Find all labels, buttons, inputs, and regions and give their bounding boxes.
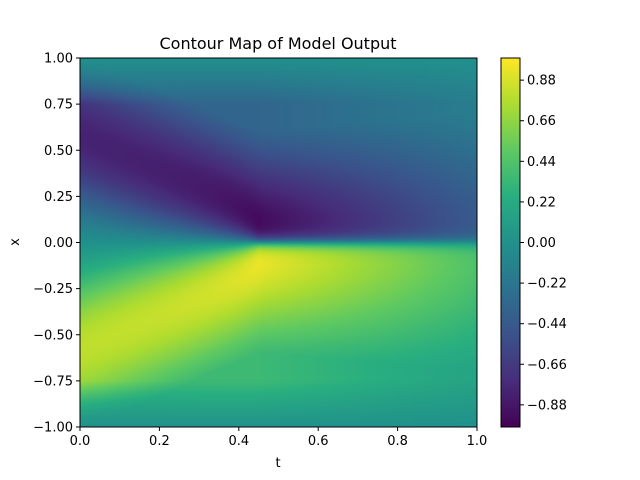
x-axis-label: t <box>275 456 280 471</box>
colorbar-tick-label: 0.44 <box>527 155 556 170</box>
y-tick-label: 0.75 <box>44 98 73 113</box>
colorbar-tick-label: 0.88 <box>527 74 556 89</box>
x-tick-label: 0.8 <box>387 434 408 449</box>
y-tick-label: −1.00 <box>33 421 73 436</box>
y-axis-ticks: 1.00 0.75 0.50 0.25 0.00 −0.25 −0.50 −0.75 −1.00 <box>33 52 80 436</box>
x-tick-label: 0.2 <box>149 434 170 449</box>
heatmap-raster <box>80 58 477 427</box>
x-tick-label: 0.6 <box>308 434 329 449</box>
y-tick-label: −0.25 <box>33 282 73 297</box>
colorbar: 0.88 0.66 0.44 0.22 0.00 −0.22 −0.44 −0.66 −0.88 <box>500 57 567 428</box>
y-tick-label: 1.00 <box>44 52 73 67</box>
colorbar-tick-label: −0.88 <box>527 398 567 413</box>
heatmap-plot <box>79 57 478 428</box>
y-tick-label: −0.50 <box>33 328 73 343</box>
y-axis-label: x <box>8 238 23 246</box>
colorbar-gradient <box>501 58 520 427</box>
x-tick-label: 1.0 <box>467 434 488 449</box>
colorbar-tick-label: 0.00 <box>527 236 556 251</box>
colorbar-tick-label: −0.22 <box>527 277 567 292</box>
colorbar-tick-label: −0.44 <box>527 317 567 332</box>
colorbar-tick-label: −0.66 <box>527 358 567 373</box>
y-tick-label: 0.25 <box>44 190 73 205</box>
y-tick-label: −0.75 <box>33 374 73 389</box>
x-tick-label: 0.0 <box>70 434 91 449</box>
y-tick-label: 0.50 <box>44 144 73 159</box>
y-tick-label: 0.00 <box>44 236 73 251</box>
x-tick-label: 0.4 <box>228 434 249 449</box>
x-axis-ticks: 0.0 0.2 0.4 0.6 0.8 1.0 <box>70 427 488 449</box>
chart-title: Contour Map of Model Output <box>159 34 396 53</box>
colorbar-ticks: 0.88 0.66 0.44 0.22 0.00 −0.22 −0.44 −0.66 −0.88 <box>520 74 567 413</box>
colorbar-tick-label: 0.22 <box>527 195 556 210</box>
colorbar-tick-label: 0.66 <box>527 114 556 129</box>
